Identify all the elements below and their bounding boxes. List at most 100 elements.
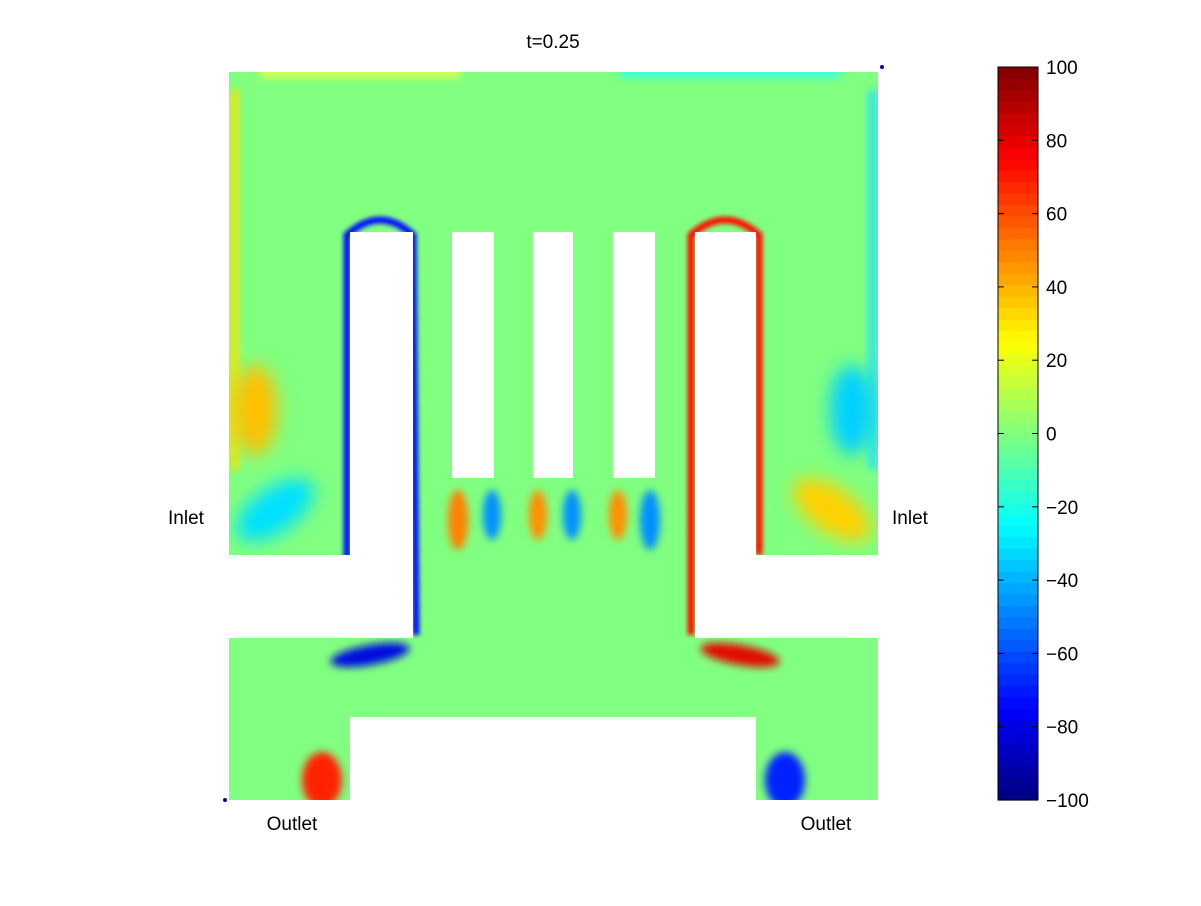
colorbar-swatch: [998, 777, 1038, 790]
colorbar-swatch: [998, 628, 1038, 641]
colorbar-swatch: [998, 662, 1038, 675]
colorbar-swatch: [998, 502, 1038, 515]
colorbar-tick-label: −80: [1046, 718, 1078, 739]
colorbar-swatch: [998, 238, 1038, 251]
colorbar-swatch: [998, 422, 1038, 435]
colorbar-swatch: [998, 570, 1038, 583]
colorbar-swatch: [998, 215, 1038, 228]
colorbar-tick-label: 100: [1046, 58, 1078, 79]
colorbar-swatch: [998, 261, 1038, 274]
right-outlet-vortex: [765, 752, 805, 800]
colorbar: 100 80 60 40 20 0 −20 −40 −60 −80 −100: [997, 58, 1089, 812]
left-junction-vortex: [330, 642, 410, 668]
wake-pos: [609, 490, 627, 540]
colorbar-swatch: [998, 399, 1038, 412]
colorbar-swatch: [998, 170, 1038, 183]
colorbar-swatch: [998, 788, 1038, 801]
colorbar-swatch: [998, 651, 1038, 664]
colorbar-swatch: [998, 330, 1038, 343]
colorbar-swatch: [998, 410, 1038, 423]
right-junction-vortex: [700, 642, 780, 668]
colorbar-swatch: [998, 181, 1038, 194]
corner-marker: [223, 798, 227, 802]
colorbar-swatch: [998, 296, 1038, 309]
left-wall-layer: [229, 90, 239, 470]
colorbar-swatch: [998, 616, 1038, 629]
colorbar-swatch: [998, 364, 1038, 377]
colorbar-tick-label: 20: [1046, 351, 1067, 372]
colorbar-tick-label: −40: [1046, 571, 1078, 592]
colorbar-swatch: [998, 147, 1038, 160]
right-block-shear-layer: [687, 216, 763, 635]
colorbar-swatch: [998, 158, 1038, 171]
wake-neg: [563, 490, 581, 540]
colorbar-swatch: [998, 696, 1038, 709]
colorbar-swatch: [998, 708, 1038, 721]
colorbar-swatch: [998, 250, 1038, 263]
chart-title: t=0.25: [526, 32, 579, 53]
inlet-right-label: Inlet: [892, 508, 929, 529]
colorbar-swatch: [998, 525, 1038, 538]
inlet-left-label: Inlet: [168, 508, 205, 529]
left-inlet-eddy-pos: [233, 365, 277, 455]
colorbar-swatch: [998, 78, 1038, 91]
colorbar-swatch: [998, 192, 1038, 206]
wake-vortices: [448, 490, 660, 550]
colorbar-swatch: [998, 685, 1038, 698]
colorbar-swatch: [998, 101, 1038, 114]
colorbar-tick-label: −60: [1046, 644, 1078, 665]
outlet-left-label: Outlet: [267, 814, 318, 835]
colorbar-swatch: [998, 376, 1038, 389]
colorbar-swatch: [998, 467, 1038, 480]
colorbar-swatch: [998, 273, 1038, 286]
colorbar-swatch: [998, 284, 1038, 297]
colorbar-swatch: [998, 318, 1038, 332]
left-outlet-vortex: [302, 752, 342, 800]
colorbar-tick-label: 40: [1046, 278, 1067, 299]
colorbar-swatch: [998, 341, 1038, 354]
colorbar-tick-label: 0: [1046, 425, 1057, 446]
colorbar-swatch: [998, 387, 1038, 400]
wake-neg: [640, 490, 660, 550]
colorbar-tick-label: 80: [1046, 131, 1067, 152]
colorbar-swatch: [998, 456, 1038, 469]
finger-layers: [446, 234, 661, 480]
top-wall-layer-right: [620, 72, 840, 78]
colorbar-swatch: [998, 89, 1038, 102]
right-wall-layer: [868, 90, 878, 470]
corner-marker: [880, 65, 884, 69]
colorbar-swatch: [998, 490, 1038, 503]
colorbar-swatch: [998, 204, 1038, 217]
colorbar-swatch: [998, 227, 1038, 240]
wake-neg: [483, 490, 501, 540]
top-wall-layer-left: [260, 72, 460, 78]
colorbar-swatch: [998, 605, 1038, 618]
colorbar-swatch: [998, 559, 1038, 572]
colorbar-swatch: [998, 479, 1038, 492]
colorbar-swatch: [998, 639, 1038, 652]
bottom-block: [350, 717, 756, 800]
colorbar-swatch: [998, 135, 1038, 148]
colorbar-swatch: [998, 742, 1038, 755]
right-inlet-eddy-neg: [830, 365, 874, 455]
outlet-right-label: Outlet: [801, 814, 852, 835]
right-inlet-eddy-pos: [793, 478, 871, 542]
colorbar-swatch: [998, 719, 1038, 732]
colorbar-swatch: [998, 67, 1038, 80]
finger-3: [613, 232, 655, 478]
colorbar-swatch: [998, 731, 1038, 744]
colorbar-swatch: [998, 112, 1038, 125]
colorbar-swatch: [998, 353, 1038, 366]
finger-2: [533, 232, 573, 478]
colorbar-tick-label: −20: [1046, 498, 1078, 519]
colorbar-swatch: [998, 444, 1038, 458]
solid-regions: [229, 232, 878, 800]
colorbar-swatch: [998, 582, 1038, 595]
left-block: [350, 232, 413, 638]
colorbar-tick-label: −100: [1046, 791, 1089, 812]
finger-1: [452, 232, 494, 478]
colorbar-swatch: [998, 674, 1038, 687]
right-inlet-gap: [695, 555, 878, 638]
colorbar-swatch: [998, 765, 1038, 778]
